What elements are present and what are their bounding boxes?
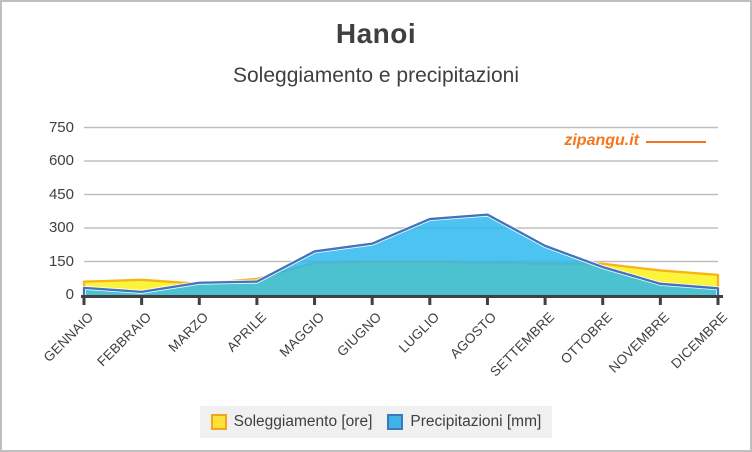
legend-swatch-precipitazioni: [387, 414, 404, 430]
legend-strip: Soleggiamento [ore] Precipitazioni [mm]: [199, 406, 553, 438]
legend-item-precipitazioni: Precipitazioni [mm]: [387, 413, 541, 431]
legend-swatch-soleggiamento: [210, 414, 227, 430]
watermark-underline: [646, 141, 706, 143]
chart-subtitle: Soleggiamento e precipitazioni: [232, 64, 519, 87]
chart-title: Hanoi: [335, 18, 417, 49]
chart-legend: Soleggiamento [ore] Precipitazioni [mm]: [2, 406, 750, 438]
watermark-text: zipangu.it: [564, 132, 639, 149]
y-axis-tick-label: 0: [65, 286, 74, 303]
legend-label-soleggiamento: Soleggiamento [ore]: [233, 413, 373, 430]
y-axis-tick-label: 600: [48, 152, 74, 169]
area-border-precipitazioni: [82, 213, 720, 295]
legend-item-soleggiamento: Soleggiamento [ore]: [210, 413, 373, 431]
legend-label-precipitazioni: Precipitazioni [mm]: [410, 413, 542, 430]
y-axis-tick-label: 150: [48, 252, 74, 270]
y-axis-tick-label: 750: [48, 118, 74, 136]
area-precipitazioni: [84, 214, 718, 295]
y-axis-tick-label: 300: [48, 219, 74, 236]
y-axis-tick-label: 450: [48, 185, 74, 203]
watermark: zipangu.it: [564, 132, 706, 150]
